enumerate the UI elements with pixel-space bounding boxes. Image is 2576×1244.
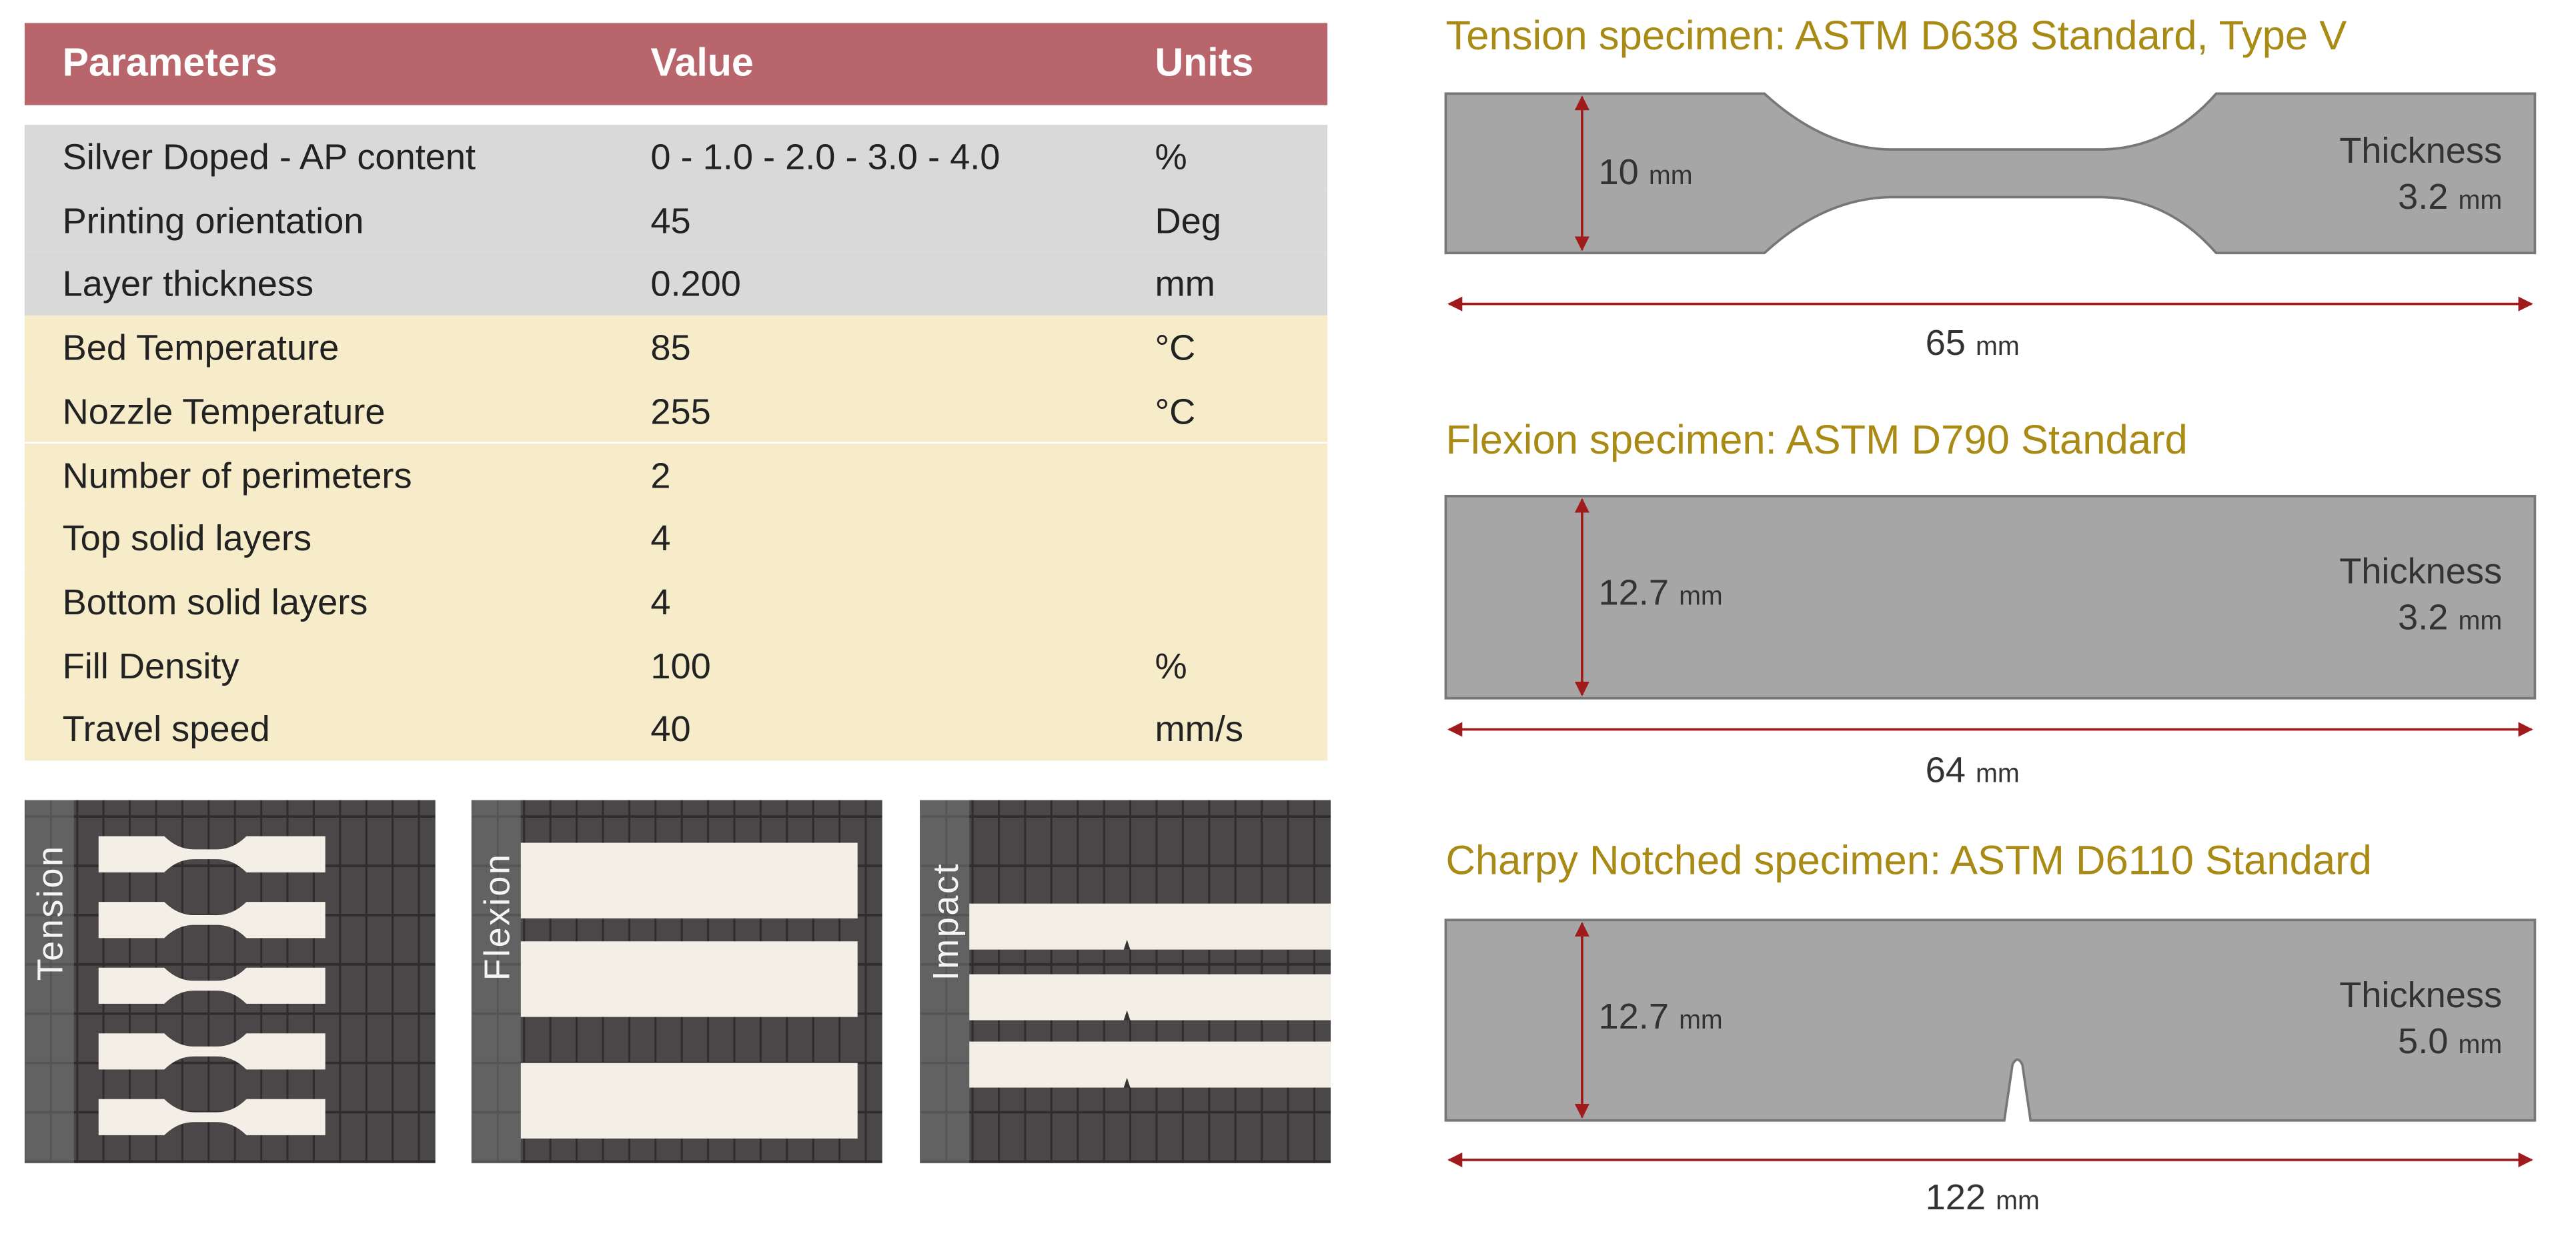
length-dimension: 122 mm: [1926, 1177, 2040, 1219]
height-dimension: 12.7 mm: [1598, 572, 1722, 614]
impact-sample: [969, 974, 1331, 1021]
thickness-dimension: 5.0 mm: [2339, 1019, 2502, 1069]
height-value: 10: [1598, 151, 1639, 193]
tension-sample: [98, 902, 326, 939]
length-value: 65: [1925, 322, 1966, 364]
photo-label-band: Flexion: [471, 800, 521, 1163]
specimen-title: Charpy Notched specimen: ASTM D6110 Stan…: [1445, 838, 2372, 884]
thickness-label: Thickness 5.0 mm: [2339, 973, 2502, 1069]
tension-sample: [98, 1033, 326, 1070]
unit: mm: [1648, 162, 1693, 191]
cell-value: 40: [650, 708, 691, 750]
thickness-dimension: 3.2 mm: [2339, 595, 2502, 646]
unit: mm: [1976, 333, 2020, 362]
length-dimension: 64 mm: [1926, 749, 2020, 792]
thickness-value: 5.0: [2398, 1020, 2449, 1062]
height-value: 12.7: [1598, 572, 1669, 613]
table-row: Silver Doped - AP content 0 - 1.0 - 2.0 -…: [24, 125, 1328, 189]
unit: mm: [1996, 1187, 2040, 1216]
length-value: 122: [1925, 1176, 1986, 1218]
table-row: Number of perimeters 2: [24, 442, 1328, 507]
tension-specimen-shape: [1444, 92, 2537, 255]
height-dimension: 12.7 mm: [1598, 996, 1722, 1039]
length-value: 64: [1925, 749, 1966, 790]
cell-param: Nozzle Temperature: [62, 390, 386, 432]
thickness-label: Thickness 3.2 mm: [2339, 128, 2502, 225]
cell-unit: mm: [1155, 263, 1215, 305]
cell-value: 0 - 1.0 - 2.0 - 3.0 - 4.0: [650, 136, 1001, 178]
table-row: Travel speed 40 mm/s: [24, 697, 1328, 761]
thickness-title: Thickness: [2339, 129, 2503, 171]
impact-sample: [969, 1041, 1331, 1088]
table-header: Parameters Value Units: [24, 23, 1328, 105]
unit: mm: [1679, 583, 1723, 612]
table-row: Layer thickness 0.200 mm: [24, 251, 1328, 316]
height-dimension: 10 mm: [1598, 151, 1692, 194]
impact-sample: [969, 903, 1331, 950]
tension-sample: [98, 836, 326, 872]
thickness-value: 3.2: [2398, 175, 2449, 217]
unit: mm: [2458, 187, 2503, 215]
photo-impact: Impact: [920, 800, 1331, 1163]
length-dimension: 65 mm: [1926, 322, 2020, 365]
charpy-specimen-shape: [1444, 918, 2537, 1122]
photo-label-band: Impact: [920, 800, 970, 1163]
cell-param: Number of perimeters: [62, 454, 412, 496]
unit: mm: [2458, 608, 2503, 636]
cell-unit: °C: [1155, 327, 1196, 368]
specimen-title: Tension specimen: ASTM D638 Standard, Ty…: [1445, 13, 2347, 59]
table-row: Fill Density 100%: [24, 633, 1328, 698]
cell-value: 45: [650, 199, 691, 241]
cell-unit: mm/s: [1155, 708, 1243, 750]
height-value: 12.7: [1598, 995, 1669, 1037]
flexion-sample: [520, 842, 858, 918]
thickness-label: Thickness 3.2 mm: [2339, 549, 2502, 646]
unit: mm: [2458, 1031, 2503, 1060]
cell-value: 100: [650, 644, 711, 686]
cell-unit: °C: [1155, 390, 1196, 432]
table-row: Printing orientation 45 Deg: [24, 188, 1328, 252]
cell-param: Bed Temperature: [62, 327, 340, 368]
cell-param: Fill Density: [62, 644, 239, 686]
photo-flexion: Flexion: [471, 800, 882, 1163]
header-value: Value: [650, 41, 754, 86]
cell-value: 4: [650, 581, 671, 623]
photo-tension: Tension: [24, 800, 436, 1163]
cell-value: 2: [650, 454, 671, 496]
cell-param: Layer thickness: [62, 263, 314, 305]
flexion-sample: [520, 1063, 858, 1139]
cell-value: 255: [650, 390, 711, 432]
table-row: Top solid layers 4: [24, 506, 1328, 570]
cell-value: 0.200: [650, 263, 741, 305]
unit: mm: [1976, 760, 2020, 789]
thickness-title: Thickness: [2339, 974, 2503, 1016]
cell-param: Top solid layers: [62, 518, 312, 559]
specimen-title: Flexion specimen: ASTM D790 Standard: [1445, 417, 2188, 464]
flexion-specimen-shape: [1444, 494, 2537, 700]
thickness-dimension: 3.2 mm: [2339, 174, 2502, 225]
tension-sample: [98, 967, 326, 1004]
cell-value: 4: [650, 518, 671, 559]
photo-label-band: Tension: [24, 800, 74, 1163]
table-row: Bed Temperature 85 °C: [24, 316, 1328, 380]
cell-value: 85: [650, 327, 691, 368]
table-row: Bottom solid layers 4: [24, 570, 1328, 634]
header-parameters: Parameters: [62, 41, 277, 86]
flexion-sample: [520, 941, 858, 1017]
thickness-value: 3.2: [2398, 596, 2449, 638]
cell-unit: %: [1155, 644, 1187, 686]
thickness-title: Thickness: [2339, 550, 2503, 592]
cell-param: Silver Doped - AP content: [62, 136, 476, 178]
cell-param: Printing orientation: [62, 199, 364, 241]
tension-sample: [98, 1099, 326, 1135]
table-row: Nozzle Temperature 255 °C: [24, 379, 1328, 443]
unit: mm: [1679, 1007, 1723, 1035]
header-units: Units: [1155, 41, 1254, 86]
cell-unit: Deg: [1155, 199, 1221, 241]
cell-unit: %: [1155, 136, 1187, 178]
cell-param: Bottom solid layers: [62, 581, 368, 623]
cell-param: Travel speed: [62, 708, 270, 750]
